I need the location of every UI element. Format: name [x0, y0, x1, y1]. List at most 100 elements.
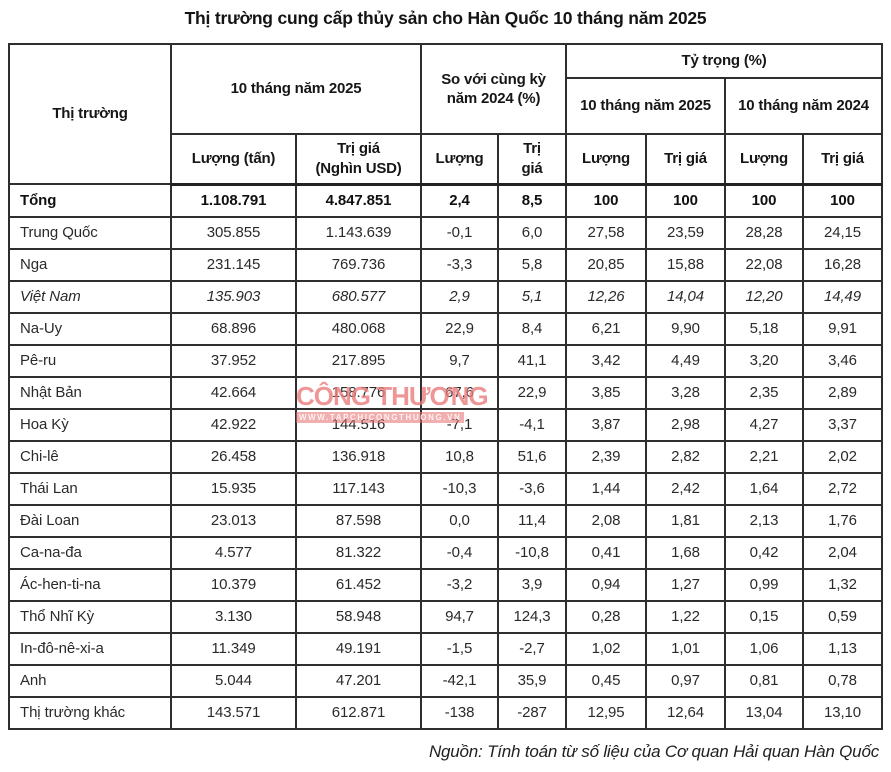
market-name-cell: Anh: [8, 663, 172, 698]
value-cell: 769.736: [294, 247, 423, 282]
column-group-share-2025: 10 tháng năm 2025: [565, 77, 727, 135]
value-cell: 0,42: [724, 535, 805, 570]
value-cell: 1.108.791: [170, 183, 297, 218]
value-cell: 28,28: [724, 215, 805, 250]
value-cell: 100: [802, 183, 884, 218]
table-row: Đài Loan 23.013 87.598 0,0 11,4 2,08 1,81 2,13 1…: [8, 503, 884, 538]
table-body: Tổng 1.108.791 4.847.851 2,4 8,5 100 100 100 100…: [8, 183, 884, 730]
value-cell: -0,1: [420, 215, 500, 250]
value-cell: 144.516: [294, 407, 423, 442]
value-cell: 9,91: [802, 311, 884, 346]
value-cell: 2,9: [420, 279, 500, 314]
value-cell: 22,9: [497, 375, 568, 410]
market-name-cell: Nga: [8, 247, 172, 282]
value-cell: 2,39: [565, 439, 648, 474]
table-row: In-đô-nê-xi-a 11.349 49.191 -1,5 -2,7 1,02 1,0…: [8, 631, 884, 666]
value-cell: 14,04: [645, 279, 727, 314]
value-cell: 51,6: [497, 439, 568, 474]
value-cell: 13,04: [724, 695, 805, 730]
value-cell: 12,20: [724, 279, 805, 314]
value-cell: 35,9: [497, 663, 568, 698]
market-name-cell: Trung Quốc: [8, 215, 172, 250]
market-name-cell: Na-Uy: [8, 311, 172, 346]
value-cell: 2,04: [802, 535, 884, 570]
value-cell: 8,4: [497, 311, 568, 346]
value-cell: -10,3: [420, 471, 500, 506]
value-cell: 2,02: [802, 439, 884, 474]
value-cell: 11,4: [497, 503, 568, 538]
value-cell: 3.130: [170, 599, 297, 634]
table-row: Ca-na-đa 4.577 81.322 -0,4 -10,8 0,41 1,68 0,42…: [8, 535, 884, 570]
market-name-cell: Pê-ru: [8, 343, 172, 378]
value-cell: 15.935: [170, 471, 297, 506]
table-row: Thổ Nhĩ Kỳ 3.130 58.948 94,7 124,3 0,28 1,22 0,…: [8, 599, 884, 634]
value-cell: -1,5: [420, 631, 500, 666]
value-cell: 16,28: [802, 247, 884, 282]
value-cell: 24,15: [802, 215, 884, 250]
value-cell: 12,64: [645, 695, 727, 730]
column-group-2025: 10 tháng năm 2025: [169, 43, 423, 135]
value-cell: 2,72: [802, 471, 884, 506]
value-cell: 14,49: [802, 279, 884, 314]
market-name-cell: Nhật Bản: [8, 375, 172, 410]
value-cell: 42.664: [170, 375, 297, 410]
value-cell: 3,28: [645, 375, 727, 410]
page-title: Thị trường cung cấp thủy sản cho Hàn Quố…: [184, 8, 707, 28]
value-cell: 117.143: [294, 471, 423, 506]
value-cell: 94,7: [420, 599, 500, 634]
value-cell: 8,5: [497, 183, 568, 218]
value-cell: 61.452: [294, 567, 423, 602]
value-cell: 13,10: [802, 695, 884, 730]
value-cell: 10,8: [420, 439, 500, 474]
market-name-cell: Việt Nam: [8, 279, 172, 314]
column-header-quantity-tons: Lượng (tấn): [170, 133, 297, 186]
value-cell: 1,06: [724, 631, 805, 666]
market-name-cell: Đài Loan: [8, 503, 172, 538]
value-cell: 0,81: [724, 663, 805, 698]
table-row: Na-Uy 68.896 480.068 22,9 8,4 6,21 9,90 5,18 9,9…: [8, 311, 884, 346]
value-cell: 124,3: [497, 599, 568, 634]
table-row: Pê-ru 37.952 217.895 9,7 41,1 3,42 4,49 3,20 3,4…: [8, 343, 884, 378]
value-cell: 2,82: [645, 439, 727, 474]
value-cell: 0,59: [802, 599, 884, 634]
value-cell: -7,1: [420, 407, 500, 442]
value-cell: -3,6: [497, 471, 568, 506]
column-header-value-change: Trị giá: [497, 133, 568, 186]
value-cell: 1.143.639: [294, 215, 423, 250]
value-cell: 3,87: [565, 407, 648, 442]
value-cell: 2,35: [724, 375, 805, 410]
value-cell: 480.068: [294, 311, 423, 346]
value-cell: 4.577: [170, 535, 297, 570]
value-cell: 0,94: [565, 567, 648, 602]
value-cell: -0,4: [420, 535, 500, 570]
column-group-vs-2024: So với cùng kỳ năm 2024 (%): [420, 43, 568, 135]
market-name-cell: Thổ Nhĩ Kỳ: [8, 599, 172, 634]
market-name-cell: Thái Lan: [8, 471, 172, 506]
value-cell: 87.598: [294, 503, 423, 538]
value-cell: 2,42: [645, 471, 727, 506]
market-name-cell: Ca-na-đa: [8, 535, 172, 570]
value-cell: 2,89: [802, 375, 884, 410]
value-cell: 2,08: [565, 503, 648, 538]
value-cell: 1,68: [645, 535, 727, 570]
value-cell: 10.379: [170, 567, 297, 602]
column-header-quantity-change: Lượng: [420, 133, 500, 186]
value-cell: 1,13: [802, 631, 884, 666]
value-cell: 100: [724, 183, 805, 218]
value-cell: 1,76: [802, 503, 884, 538]
value-cell: 81.322: [294, 535, 423, 570]
value-cell: 612.871: [294, 695, 423, 730]
value-cell: 0,97: [645, 663, 727, 698]
table-row: Ác-hen-ti-na 10.379 61.452 -3,2 3,9 0,94 1,27 0…: [8, 567, 884, 602]
value-cell: 1,81: [645, 503, 727, 538]
value-cell: 47.201: [294, 663, 423, 698]
table-row: Tổng 1.108.791 4.847.851 2,4 8,5 100 100 100 100: [8, 183, 884, 218]
value-cell: -138: [420, 695, 500, 730]
value-cell: 1,44: [565, 471, 648, 506]
column-header-value-share-2024: Trị giá: [802, 133, 884, 186]
value-cell: 26.458: [170, 439, 297, 474]
value-cell: -3,3: [420, 247, 500, 282]
source-note: Nguồn: Tính toán từ số liệu của Cơ quan …: [428, 742, 879, 761]
value-cell: 100: [565, 183, 648, 218]
column-header-quantity-share-2024: Lượng: [724, 133, 805, 186]
